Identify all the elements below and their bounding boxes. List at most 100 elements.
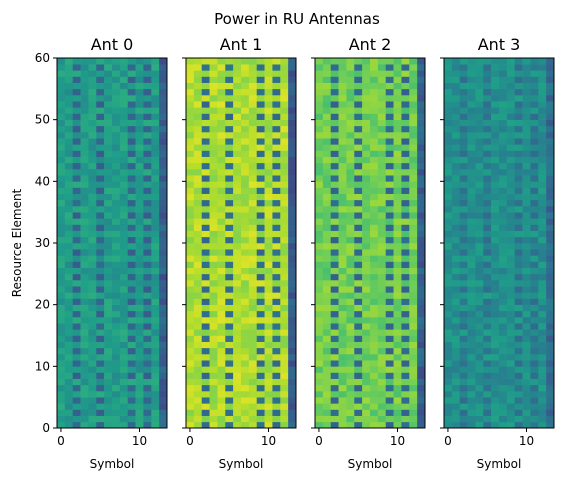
heatmap-cell: [451, 304, 461, 312]
heatmap-cell: [483, 243, 492, 250]
heatmap-cell: [385, 341, 394, 349]
heatmap-cell: [338, 156, 347, 164]
heatmap-cell: [225, 421, 234, 429]
heatmap-cell: [401, 298, 410, 305]
heatmap-cell: [127, 366, 136, 373]
heatmap-cell: [64, 366, 74, 373]
heatmap-cell: [467, 298, 476, 305]
heatmap-cell: [409, 267, 418, 275]
heatmap-cell: [409, 212, 418, 219]
heatmap-cell: [475, 366, 484, 373]
heatmap-cell: [338, 421, 347, 429]
heatmap-cell: [151, 354, 160, 361]
heatmap-cell: [104, 70, 113, 77]
heatmap-cell: [315, 378, 324, 386]
heatmap-cell: [491, 224, 500, 231]
heatmap-cell: [330, 335, 339, 342]
heatmap-cell: [57, 397, 66, 404]
heatmap-cell: [522, 310, 531, 318]
heatmap-cell: [546, 107, 555, 114]
heatmap-cell: [127, 354, 136, 361]
heatmap-cell: [322, 224, 332, 231]
heatmap-cell: [288, 323, 297, 330]
heatmap-cell: [280, 70, 289, 77]
heatmap-cell: [151, 150, 160, 157]
heatmap-cell: [72, 255, 81, 262]
heatmap-cell: [143, 230, 152, 238]
heatmap-cell: [506, 273, 516, 281]
heatmap-cell: [241, 415, 250, 423]
heatmap-cell: [467, 230, 476, 238]
heatmap-cell: [135, 249, 144, 256]
heatmap-cell: [209, 132, 218, 139]
heatmap-cell: [104, 255, 113, 262]
heatmap-cell: [393, 218, 402, 225]
heatmap-cell: [233, 261, 242, 268]
heatmap-cell: [401, 397, 410, 404]
heatmap-cell: [119, 255, 129, 262]
heatmap-cell: [151, 144, 160, 151]
heatmap-cell: [467, 162, 476, 170]
heatmap-cell: [362, 360, 371, 367]
heatmap-cell: [315, 119, 324, 127]
heatmap-cell: [467, 255, 476, 262]
heatmap-cell: [272, 156, 281, 164]
heatmap-cell: [444, 317, 453, 324]
heatmap-cell: [209, 317, 218, 324]
heatmap-cell: [444, 280, 453, 287]
heatmap-cell: [538, 101, 547, 108]
heatmap-cell: [483, 132, 492, 139]
heatmap-cell: [322, 113, 332, 120]
heatmap-cell: [362, 162, 371, 170]
heatmap-cell: [217, 138, 226, 145]
heatmap-cell: [346, 273, 355, 281]
x-axis-label: Symbol: [477, 457, 522, 471]
heatmap-cell: [80, 199, 89, 207]
heatmap-cell: [96, 249, 105, 256]
heatmap-cell: [491, 76, 500, 83]
heatmap-cell: [256, 280, 265, 287]
heatmap-cell: [96, 273, 105, 281]
heatmap-cell: [401, 169, 410, 176]
heatmap-cell: [264, 372, 273, 379]
heatmap-cell: [64, 249, 74, 256]
heatmap-cell: [451, 107, 461, 114]
heatmap-cell: [72, 156, 81, 164]
heatmap-cell: [64, 261, 74, 268]
heatmap-cell: [288, 310, 297, 318]
heatmap-cell: [393, 421, 402, 429]
heatmap-cell: [88, 292, 97, 299]
heatmap-cell: [209, 360, 218, 367]
heatmap-cell: [483, 372, 492, 379]
heatmap-cell: [401, 113, 410, 120]
heatmap-cell: [57, 273, 66, 281]
heatmap-cell: [385, 193, 394, 201]
heatmap-cell: [475, 236, 484, 244]
heatmap-cell: [143, 181, 152, 188]
heatmap-cell: [233, 415, 242, 423]
heatmap-cell: [417, 317, 426, 324]
heatmap-cell: [80, 298, 89, 305]
heatmap-cell: [322, 70, 332, 77]
heatmap-cell: [538, 341, 547, 349]
heatmap-cell: [96, 280, 105, 287]
heatmap-cell: [72, 224, 81, 231]
heatmap-cell: [530, 310, 539, 318]
heatmap-cell: [151, 138, 160, 145]
heatmap-cell: [491, 255, 500, 262]
heatmap-cell: [264, 286, 273, 293]
heatmap-cell: [491, 101, 500, 108]
heatmap-cell: [315, 236, 324, 244]
heatmap-cell: [401, 212, 410, 219]
heatmap-cell: [346, 236, 355, 244]
heatmap-cell: [393, 341, 402, 349]
heatmap-cell: [370, 169, 379, 176]
heatmap-cell: [193, 397, 203, 404]
heatmap-cell: [330, 125, 339, 133]
heatmap-cell: [330, 193, 339, 201]
heatmap-cell: [546, 397, 555, 404]
heatmap-cell: [112, 341, 121, 349]
heatmap-cell: [217, 292, 226, 299]
heatmap-cell: [330, 372, 339, 379]
heatmap-cell: [248, 95, 258, 102]
